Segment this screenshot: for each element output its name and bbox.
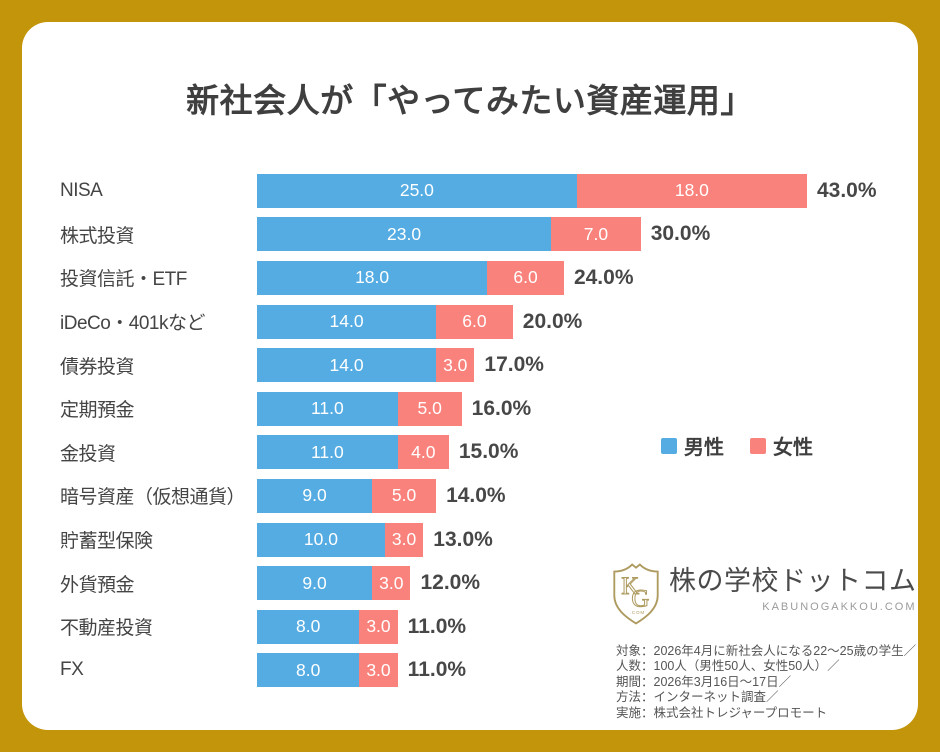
category-label: NISA: [60, 179, 103, 201]
bar-segment-男性: 8.0: [257, 653, 360, 688]
total-percent-label: 24.0%: [573, 265, 634, 289]
bar-segment-女性: 6.0: [487, 260, 564, 295]
total-percent-label: 17.0%: [484, 353, 544, 377]
chart-row: FX 8.0 3.0 11.0%: [60, 649, 877, 693]
bar-segment-女性: 3.0: [359, 653, 398, 688]
note-conductor: 実施：株式会社トレジャープロモート: [616, 705, 828, 720]
category-label: 定期預金: [60, 400, 135, 422]
bar-segment-女性: 3.0: [436, 348, 475, 383]
total-percent-label: 15.0%: [458, 440, 519, 464]
bar-group: 11.0 5.0: [257, 391, 462, 426]
logo-name: 株の学校ドットコム: [669, 566, 917, 596]
bar-segment-女性: 6.0: [436, 304, 513, 339]
bar-segment-女性: 18.0: [576, 173, 807, 208]
kg-shield-icon: K G .COM: [613, 563, 659, 625]
chart-title: 新社会人が「やってみたい資産運用」: [186, 82, 754, 119]
total-percent-label: 14.0%: [446, 483, 506, 507]
bar-segment-男性: 11.0: [257, 435, 398, 470]
legend: 男性 女性: [661, 431, 813, 460]
note-target: 対象：2026年4月に新社会人になる22～25歳の学生／: [616, 644, 917, 658]
bar-segment-男性: 23.0: [257, 217, 552, 252]
survey-notes: 対象：2026年4月に新社会人になる22～25歳の学生／ 人数：100人（男性5…: [616, 644, 916, 721]
chart-row: 外貨預金 9.0 3.0 12.0%: [60, 561, 877, 605]
bar-segment-女性: 5.0: [397, 391, 462, 426]
note-method: 方法：インターネット調査／: [616, 690, 779, 705]
bar-group: 8.0 3.0: [257, 609, 398, 644]
category-label: 貯蓄型保険: [60, 531, 153, 553]
bar-segment-男性: 14.0: [257, 348, 437, 383]
category-label: 株式投資: [60, 225, 135, 247]
bar-group: 9.0 5.0: [257, 478, 437, 513]
bar-segment-女性: 4.0: [397, 435, 449, 470]
category-label: 不動産投資: [60, 618, 153, 640]
logo-domain: KABUNOGAKKOU.COM: [762, 601, 917, 613]
chart-row: 暗号資産（仮想通貨） 9.0 5.0 14.0%: [60, 474, 877, 518]
chart-row: 定期預金 11.0 5.0 16.0%: [60, 387, 877, 431]
chart-row: 債券投資 14.0 3.0 17.0%: [60, 343, 877, 387]
category-label: 暗号資産（仮想通貨）: [60, 487, 246, 509]
note-period: 期間：2026年3月16日～17日／: [616, 674, 792, 689]
category-label: 外貨預金: [60, 574, 135, 596]
total-percent-label: 16.0%: [471, 396, 532, 420]
male-color-swatch: [661, 437, 677, 454]
total-percent-label: 11.0%: [407, 658, 467, 682]
bar-segment-男性: 11.0: [257, 391, 398, 426]
total-percent-label: 20.0%: [522, 309, 583, 333]
legend-item-female: 女性: [750, 431, 813, 460]
company-logo: K G .COM 株の学校ドットコム KABUNOGAKKOU.COM: [611, 559, 917, 625]
category-label: 債券投資: [60, 356, 135, 378]
svg-text:K: K: [621, 573, 639, 600]
chart-row: 金投資 11.0 4.0 15.0%: [60, 431, 877, 475]
bar-segment-男性: 14.0: [257, 304, 437, 339]
legend-item-male: 男性: [661, 431, 724, 460]
bar-segment-女性: 3.0: [384, 522, 424, 557]
infographic-canvas: 新社会人が「やってみたい資産運用」 NISA 25.0 18.0 43.0% 株式投資 2…: [22, 22, 918, 730]
bar-group: 23.0 7.0: [257, 217, 641, 252]
bar-segment-女性: 3.0: [372, 566, 411, 601]
chart-row: 投資信託・ETF 18.0 6.0 24.0%: [60, 256, 877, 300]
bar-segment-女性: 7.0: [551, 217, 641, 252]
bar-segment-男性: 10.0: [257, 522, 385, 557]
logo-text-block: 株の学校ドットコム KABUNOGAKKOU.COM: [669, 559, 917, 613]
legend-label-female: 女性: [773, 437, 813, 459]
bar-group: 9.0 3.0: [257, 566, 411, 601]
category-label: iDeCo・401kなど: [60, 313, 206, 335]
bar-segment-男性: 9.0: [257, 566, 373, 601]
bar-group: 25.0 18.0: [257, 173, 807, 208]
bar-group: 8.0 3.0: [257, 653, 398, 688]
total-percent-label: 13.0%: [433, 527, 493, 551]
female-color-swatch: [750, 437, 766, 454]
bar-group: 11.0 4.0: [257, 435, 449, 470]
category-label: 投資信託・ETF: [60, 269, 187, 291]
chart-row: 貯蓄型保険 10.0 3.0 13.0%: [60, 518, 877, 562]
bar-group: 14.0 3.0: [257, 348, 475, 383]
bar-segment-男性: 25.0: [257, 173, 577, 208]
chart-row: iDeCo・401kなど 14.0 6.0 20.0%: [60, 300, 877, 344]
chart-row: 株式投資 23.0 7.0 30.0%: [60, 213, 877, 257]
bar-segment-男性: 18.0: [257, 260, 488, 295]
bar-segment-女性: 5.0: [372, 478, 437, 513]
note-count: 人数：100人（男性50人、女性50人）／: [616, 659, 840, 674]
bar-group: 18.0 6.0: [257, 260, 564, 295]
bar-segment-男性: 8.0: [257, 609, 360, 644]
bar-group: 14.0 6.0: [257, 304, 513, 339]
total-percent-label: 12.0%: [420, 571, 481, 595]
chart-row: 不動産投資 8.0 3.0 11.0%: [60, 605, 877, 649]
total-percent-label: 43.0%: [816, 178, 877, 202]
bar-segment-女性: 3.0: [359, 609, 398, 644]
svg-text:.COM: .COM: [630, 610, 645, 615]
stacked-bar-chart: NISA 25.0 18.0 43.0% 株式投資 23.0 7.0 30.0% 投資信託・ET…: [60, 169, 877, 692]
total-percent-label: 30.0%: [650, 222, 711, 246]
total-percent-label: 11.0%: [407, 614, 467, 638]
svg-text:G: G: [631, 585, 649, 612]
category-label: FX: [60, 659, 84, 681]
bar-segment-男性: 9.0: [257, 478, 373, 513]
chart-row: NISA 25.0 18.0 43.0%: [60, 169, 877, 213]
category-label: 金投資: [60, 443, 116, 465]
legend-label-male: 男性: [684, 437, 724, 459]
bar-group: 10.0 3.0: [257, 522, 424, 557]
